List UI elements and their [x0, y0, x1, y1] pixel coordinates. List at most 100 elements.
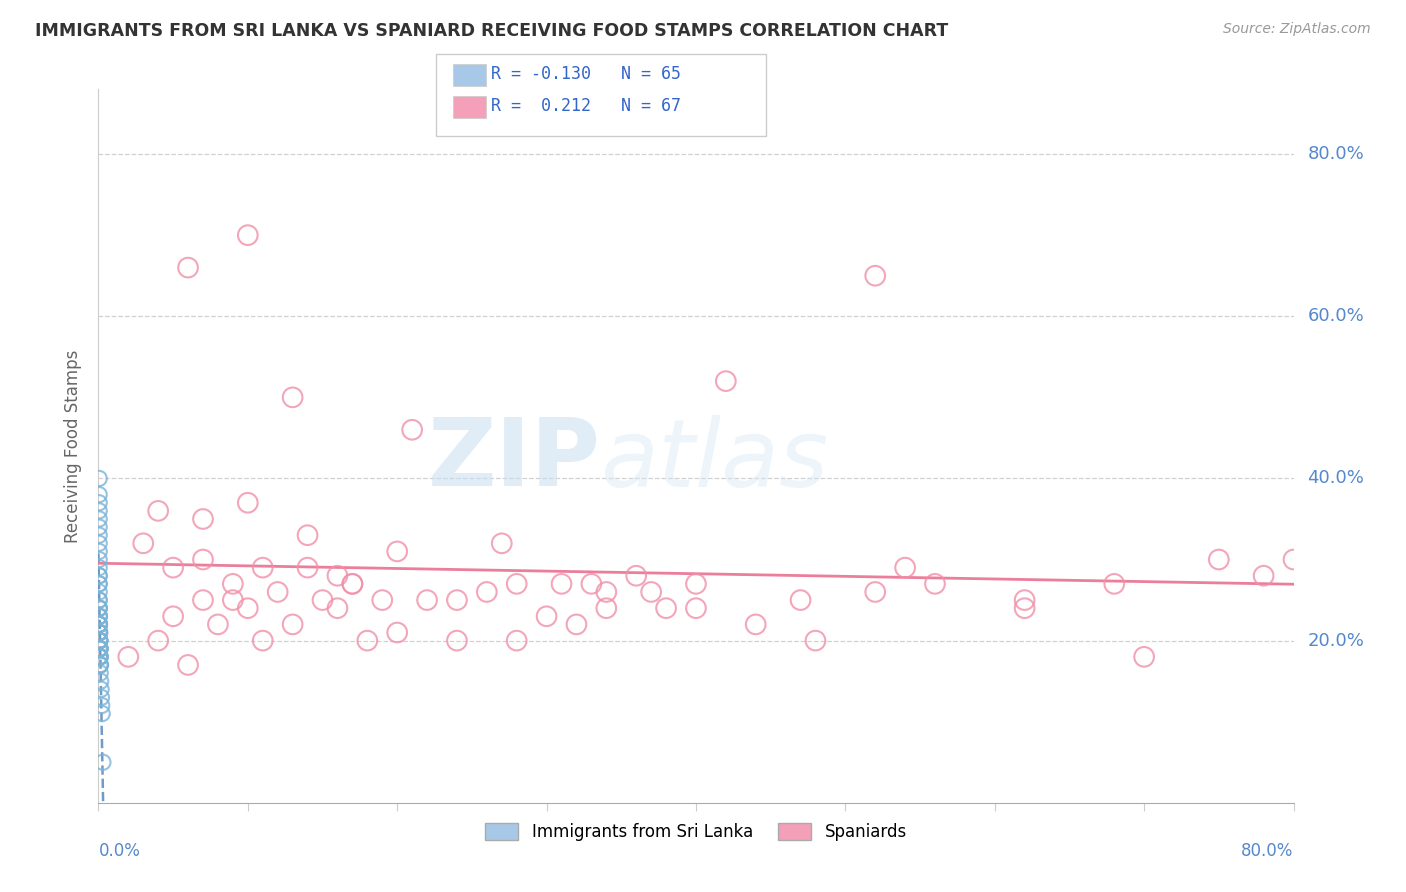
- Point: [222, 593, 245, 607]
- Text: 20.0%: 20.0%: [1308, 632, 1364, 649]
- Point: [281, 617, 304, 632]
- Point: [89, 577, 111, 591]
- Point: [550, 577, 572, 591]
- Point: [89, 625, 111, 640]
- Point: [89, 633, 111, 648]
- Point: [326, 568, 349, 582]
- Point: [1014, 593, 1036, 607]
- Point: [252, 633, 274, 648]
- Point: [148, 504, 170, 518]
- Point: [236, 228, 259, 243]
- Point: [281, 390, 304, 404]
- Point: [148, 633, 170, 648]
- Point: [311, 593, 333, 607]
- Point: [89, 625, 111, 640]
- Point: [191, 552, 214, 566]
- Point: [714, 374, 737, 388]
- Point: [89, 568, 111, 582]
- Point: [89, 617, 111, 632]
- Point: [89, 666, 111, 681]
- Point: [297, 560, 319, 574]
- Point: [89, 512, 111, 526]
- Point: [385, 625, 409, 640]
- Text: 80.0%: 80.0%: [1241, 842, 1294, 860]
- Point: [297, 528, 319, 542]
- Point: [89, 633, 111, 648]
- Point: [1253, 568, 1275, 582]
- Point: [401, 423, 423, 437]
- Text: Source: ZipAtlas.com: Source: ZipAtlas.com: [1223, 22, 1371, 37]
- Point: [89, 649, 111, 664]
- Point: [356, 633, 378, 648]
- Point: [89, 649, 111, 664]
- Point: [89, 625, 111, 640]
- Point: [1014, 601, 1036, 615]
- Point: [89, 585, 111, 599]
- Text: R = -0.130   N = 65: R = -0.130 N = 65: [491, 65, 681, 83]
- Text: IMMIGRANTS FROM SRI LANKA VS SPANIARD RECEIVING FOOD STAMPS CORRELATION CHART: IMMIGRANTS FROM SRI LANKA VS SPANIARD RE…: [35, 22, 949, 40]
- Point: [90, 674, 112, 689]
- Text: 80.0%: 80.0%: [1308, 145, 1364, 163]
- Point: [1133, 649, 1156, 664]
- Point: [685, 577, 707, 591]
- Point: [89, 601, 111, 615]
- Point: [89, 633, 111, 648]
- Point: [89, 625, 111, 640]
- Point: [89, 657, 111, 672]
- Y-axis label: Receiving Food Stamps: Receiving Food Stamps: [65, 350, 83, 542]
- Point: [89, 657, 111, 672]
- Point: [91, 706, 114, 721]
- Point: [595, 601, 617, 615]
- Point: [89, 641, 111, 656]
- Point: [162, 609, 184, 624]
- Point: [236, 496, 259, 510]
- Point: [89, 593, 111, 607]
- Point: [207, 617, 229, 632]
- Point: [385, 544, 409, 558]
- Legend: Immigrants from Sri Lanka, Spaniards: Immigrants from Sri Lanka, Spaniards: [478, 816, 914, 848]
- Point: [89, 520, 111, 534]
- Point: [162, 560, 184, 574]
- Point: [89, 560, 111, 574]
- Point: [655, 601, 678, 615]
- Point: [89, 471, 111, 485]
- Point: [89, 496, 111, 510]
- Point: [475, 585, 498, 599]
- Point: [89, 617, 111, 632]
- Text: ZIP: ZIP: [427, 414, 600, 507]
- Text: 0.0%: 0.0%: [98, 842, 141, 860]
- Point: [89, 641, 111, 656]
- Point: [236, 601, 259, 615]
- Point: [89, 641, 111, 656]
- Point: [191, 593, 214, 607]
- Point: [132, 536, 155, 550]
- Text: 60.0%: 60.0%: [1308, 307, 1364, 326]
- Point: [342, 577, 364, 591]
- Point: [565, 617, 588, 632]
- Point: [745, 617, 768, 632]
- Point: [177, 260, 200, 275]
- Point: [90, 698, 112, 713]
- Point: [506, 633, 529, 648]
- Point: [252, 560, 274, 574]
- Point: [595, 585, 617, 599]
- Point: [89, 633, 111, 648]
- Point: [91, 756, 114, 770]
- Point: [506, 577, 529, 591]
- Point: [177, 657, 200, 672]
- Point: [1282, 552, 1305, 566]
- Text: atlas: atlas: [600, 415, 828, 506]
- Point: [90, 690, 112, 705]
- Point: [865, 585, 887, 599]
- Point: [90, 682, 112, 697]
- Point: [89, 593, 111, 607]
- Point: [89, 649, 111, 664]
- Point: [89, 633, 111, 648]
- Point: [89, 649, 111, 664]
- Point: [446, 633, 468, 648]
- Point: [89, 544, 111, 558]
- Point: [89, 641, 111, 656]
- Point: [89, 625, 111, 640]
- Point: [1104, 577, 1126, 591]
- Point: [89, 625, 111, 640]
